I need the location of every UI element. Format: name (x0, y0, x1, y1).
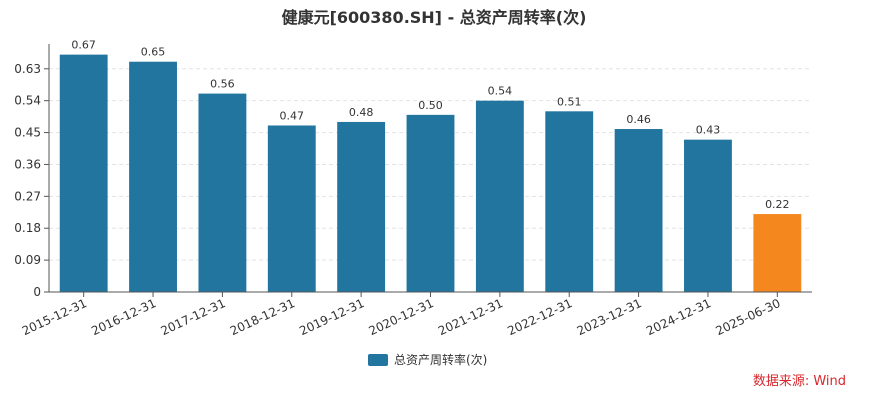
chart-title: 健康元[600380.SH] - 总资产周转率(次) (282, 8, 587, 27)
data-label: 0.48 (349, 106, 374, 119)
data-label: 0.54 (488, 85, 513, 98)
x-tick-label: 2022-12-31 (505, 296, 574, 338)
y-tick-label: 0.09 (14, 253, 41, 267)
bar (267, 125, 316, 292)
data-label: 0.56 (210, 78, 235, 91)
y-tick-label: 0.45 (14, 126, 41, 140)
bar (753, 214, 802, 292)
legend: 总资产周转率(次) (368, 352, 487, 367)
source-note: 数据来源: Wind (753, 374, 846, 389)
bar (198, 93, 247, 292)
legend-label: 总资产周转率(次) (394, 352, 487, 367)
data-label: 0.50 (418, 99, 443, 112)
data-label: 0.22 (765, 198, 790, 211)
y-axis: 0 0.09 0.18 0.27 0.36 0.45 0.54 0.63 (14, 44, 50, 299)
data-label: 0.46 (626, 113, 651, 126)
data-label: 0.51 (557, 95, 582, 108)
x-axis: 2015-12-31 2016-12-31 2017-12-31 2018-12-31… (20, 291, 812, 338)
data-label: 0.67 (71, 39, 96, 52)
x-tick-label: 2025-06-30 (713, 296, 782, 338)
y-tick-label: 0.54 (14, 94, 41, 108)
bar (59, 54, 108, 292)
x-tick-label: 2021-12-31 (436, 296, 505, 338)
bar (406, 114, 455, 292)
x-tick-label: 2016-12-31 (89, 296, 158, 338)
y-tick-label: 0.27 (14, 189, 41, 203)
bars: 0.67 0.65 0.56 0.47 0.48 0.50 0.54 0.51 0.46 0.43… (59, 39, 802, 292)
bar (129, 61, 177, 292)
x-tick-label: 2019-12-31 (297, 296, 366, 338)
y-tick-label: 0.36 (14, 157, 41, 171)
bar (545, 111, 594, 292)
data-label: 0.47 (280, 109, 305, 122)
x-tick-label: 2020-12-31 (367, 296, 436, 338)
y-tick-label: 0 (33, 285, 41, 299)
data-label: 0.43 (696, 124, 721, 137)
bar (684, 139, 732, 292)
bar (337, 121, 386, 292)
x-tick-label: 2018-12-31 (228, 296, 297, 338)
legend-swatch (368, 354, 388, 366)
y-tick-label: 0.63 (14, 62, 41, 76)
x-tick-label: 2023-12-31 (575, 296, 644, 338)
x-tick-label: 2017-12-31 (159, 296, 228, 338)
bar (614, 129, 663, 292)
x-tick-label: 2015-12-31 (20, 296, 89, 338)
x-tick-label: 2024-12-31 (644, 296, 713, 338)
y-tick-label: 0.18 (14, 221, 41, 235)
data-label: 0.65 (141, 46, 166, 59)
bar (475, 100, 524, 292)
